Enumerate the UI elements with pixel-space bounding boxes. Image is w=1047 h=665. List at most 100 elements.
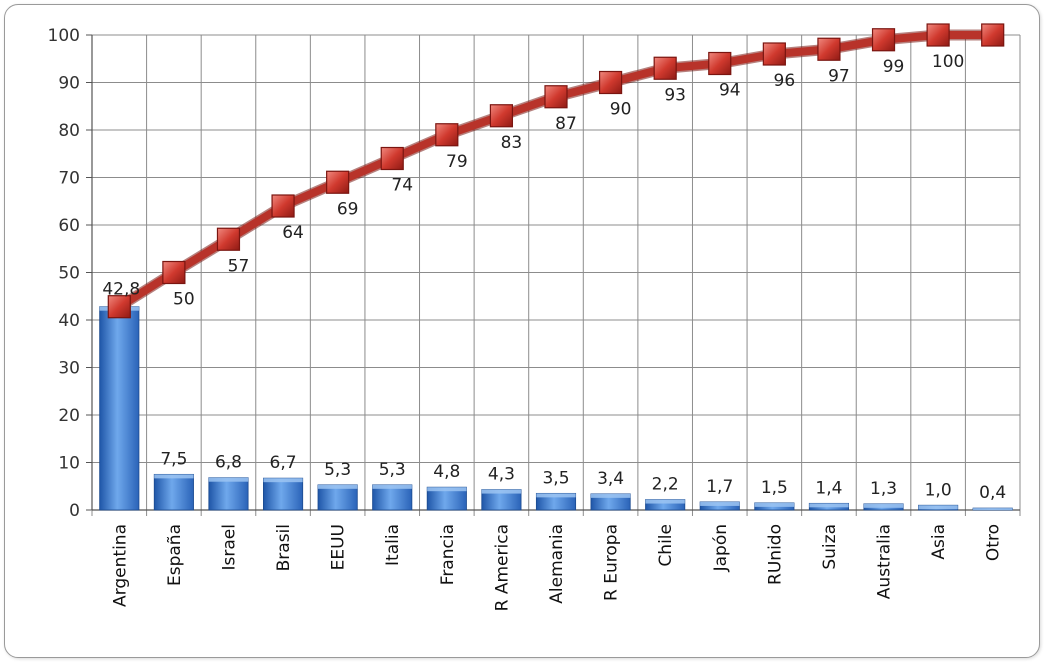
bar-top-EEUU [317, 484, 358, 489]
line-marker-Japón [708, 51, 732, 76]
y-tick-label: 10 [58, 454, 80, 474]
category-label: Argentina [110, 524, 130, 607]
line-data-label: 90 [610, 100, 632, 120]
y-tick-label: 100 [48, 26, 80, 46]
bar-top-España [154, 474, 194, 479]
bar-data-label: 6,7 [270, 453, 297, 473]
line-data-label: 42,8 [102, 280, 140, 300]
y-tick-label: 70 [58, 169, 80, 189]
bar-top-RUnido [754, 502, 795, 507]
bar-data-label: 1,5 [761, 478, 788, 498]
bar-top-Alemania [536, 493, 576, 498]
bar-Argentina [99, 306, 140, 511]
category-label: RUnido [765, 524, 785, 585]
line-data-label: 50 [173, 290, 195, 310]
line-marker-Otro [981, 23, 1005, 47]
bar-top-Israel [208, 477, 249, 482]
line-data-label: 79 [446, 152, 468, 172]
line-marker-Brasil [271, 194, 295, 218]
category-label: Suiza [820, 524, 840, 570]
line-marker-Australia [871, 28, 896, 52]
bar-top-Asia [918, 505, 958, 510]
category-label: Francia [438, 524, 458, 585]
bar-data-label: 1,7 [706, 477, 733, 497]
line-marker-España [162, 260, 186, 285]
bar-data-label: 3,4 [597, 469, 624, 489]
category-label: Chile [656, 524, 676, 567]
category-label: R Europa [602, 524, 622, 601]
bar-top-Australia [863, 503, 904, 508]
line-data-label: 94 [719, 81, 741, 101]
line-data-label: 69 [337, 199, 359, 219]
bar-data-label: 4,8 [433, 462, 460, 482]
bar-EEUU [317, 484, 358, 511]
bar-data-label: 5,3 [324, 460, 351, 480]
bar-top-Suiza [809, 503, 849, 508]
line-shadow [113, 29, 999, 313]
line-marker-Italia [380, 146, 404, 171]
cumulative-line-series [107, 23, 1005, 319]
bar-data-label: 3,5 [542, 468, 569, 488]
y-axis-ticks: 0 10 20 30 40 50 60 70 80 90 100 [48, 26, 80, 521]
bar-top-R Europa [590, 493, 631, 498]
bar-data-label: 4,3 [488, 465, 515, 485]
line-data-label: 96 [774, 71, 796, 91]
y-tick-label: 40 [58, 311, 80, 331]
line-marker-R America [489, 104, 514, 128]
line-marker-EEUU [326, 170, 350, 194]
y-tick-label: 0 [69, 501, 80, 521]
bar-data-label: 1,3 [870, 479, 897, 499]
bar-top-Japón [700, 501, 740, 506]
bar-top-R America [481, 489, 522, 494]
category-label: Brasil [274, 524, 294, 571]
y-tick-label: 20 [58, 406, 80, 426]
line-data-label: 64 [282, 223, 304, 243]
line-marker-Asia [926, 23, 950, 47]
line-data-label: 99 [883, 57, 905, 77]
category-label: Alemania [547, 524, 567, 604]
line-marker-Suiza [817, 37, 841, 61]
bar-España [153, 473, 194, 511]
line-marker-Francia [435, 123, 459, 147]
line-marker-RUnido [762, 42, 786, 66]
category-label: Italia [383, 524, 403, 566]
category-label: Israel [219, 524, 239, 570]
bar-top-Brasil [263, 478, 303, 483]
category-label: Asia [929, 524, 949, 560]
y-tick-label: 50 [58, 264, 80, 284]
bar-data-label: 5,3 [379, 460, 406, 480]
bar-data-label: 0,4 [979, 483, 1006, 503]
line-data-label: 74 [391, 176, 413, 196]
category-label: Australia [875, 524, 895, 599]
line-data-label: 83 [501, 133, 523, 153]
y-tick-label: 90 [58, 74, 80, 94]
bar-data-labels: 7,5 6,8 6,7 5,3 5,3 4,8 4,3 3,5 3,4 2,2 1,7 1,5 1,4 1… [160, 449, 1006, 503]
x-axis-category-labels: Argentina España Israel Brasil EEUU Italia Fra… [110, 524, 1003, 611]
line-marker-Argentina [107, 295, 131, 319]
y-tick-label: 30 [58, 359, 80, 379]
bar-data-label: 2,2 [652, 475, 679, 495]
bar-top-Italia [372, 484, 412, 489]
bar-data-label: 7,5 [160, 449, 187, 469]
category-label: España [165, 524, 185, 586]
bar-Italia [372, 484, 413, 511]
bar-Israel [208, 477, 249, 511]
bar-Brasil [263, 477, 304, 511]
line-marker-R Europa [598, 70, 623, 95]
y-tick-label: 80 [58, 121, 80, 141]
category-label: R America [492, 524, 512, 611]
bar-top-Francia [427, 487, 467, 492]
line-data-label: 87 [555, 114, 577, 134]
bar-series [99, 306, 1013, 511]
line-data-label: 100 [932, 52, 964, 72]
line-data-label: 97 [828, 66, 850, 86]
bar-data-label: 1,4 [815, 478, 842, 498]
line-marker-Israel [216, 227, 241, 251]
bar-top-Otro [973, 508, 1013, 510]
line-data-label: 93 [664, 85, 686, 105]
cumulative-line [115, 31, 997, 311]
line-data-label: 57 [228, 256, 250, 276]
category-label: EEUU [329, 524, 349, 570]
bar-data-label: 6,8 [215, 453, 242, 473]
